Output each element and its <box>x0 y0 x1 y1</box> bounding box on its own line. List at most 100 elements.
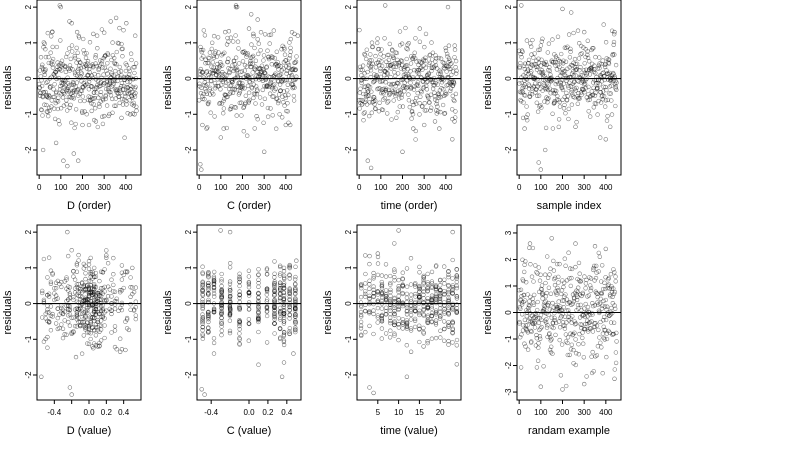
data-point <box>388 273 393 279</box>
data-point <box>556 319 562 324</box>
data-point <box>542 99 547 104</box>
data-point <box>388 82 394 88</box>
data-point <box>83 295 88 300</box>
data-point <box>598 296 603 302</box>
data-point <box>272 297 277 302</box>
data-point <box>560 87 566 93</box>
data-point <box>211 281 217 286</box>
y-axis-title: residuals <box>162 65 174 110</box>
data-point <box>450 93 455 99</box>
data-point <box>91 31 96 37</box>
data-point <box>575 289 580 295</box>
point-cloud <box>37 3 139 169</box>
data-point <box>278 287 283 292</box>
data-point <box>211 53 216 58</box>
data-point <box>544 290 549 296</box>
data-point <box>425 340 430 346</box>
data-point <box>280 115 285 120</box>
data-point <box>383 308 389 314</box>
data-point <box>452 55 457 60</box>
data-point <box>375 254 381 260</box>
data-point <box>358 97 364 103</box>
data-point <box>379 318 385 324</box>
data-point <box>89 108 94 114</box>
data-point <box>396 286 401 291</box>
y-tick-label: -1 <box>24 110 33 118</box>
data-point <box>529 329 534 334</box>
data-point <box>264 306 270 311</box>
data-point <box>286 62 292 68</box>
data-point <box>556 117 562 122</box>
data-point <box>590 80 596 85</box>
data-point <box>109 330 114 335</box>
data-point <box>220 51 226 57</box>
data-point <box>264 304 270 309</box>
data-point <box>570 314 575 319</box>
data-point <box>362 52 368 58</box>
data-point <box>550 351 555 356</box>
data-point <box>206 272 211 277</box>
data-point <box>570 92 575 97</box>
data-point <box>88 255 93 261</box>
data-point <box>557 337 562 343</box>
data-point <box>237 274 242 279</box>
data-point <box>42 102 47 107</box>
data-point <box>272 82 277 87</box>
data-point <box>421 280 426 285</box>
data-point <box>86 341 92 347</box>
data-point <box>131 100 136 106</box>
data-point <box>570 81 575 86</box>
data-point <box>211 65 216 70</box>
data-point <box>417 310 422 316</box>
data-point <box>552 315 557 321</box>
data-point <box>396 63 402 68</box>
data-point <box>106 113 111 119</box>
data-point <box>519 302 525 307</box>
data-point <box>219 101 225 106</box>
data-point <box>423 55 428 60</box>
x-axis-title: time (value) <box>380 425 437 437</box>
data-point <box>287 329 292 334</box>
data-point <box>107 111 112 117</box>
data-point <box>105 71 110 76</box>
x-tick-label: 100 <box>534 183 548 192</box>
data-point <box>580 335 585 341</box>
data-point <box>98 304 104 309</box>
data-point <box>234 68 239 73</box>
data-point <box>388 287 393 292</box>
data-point <box>425 285 430 290</box>
data-point <box>52 82 57 87</box>
data-point <box>200 279 205 284</box>
data-point <box>109 84 114 89</box>
data-point <box>524 115 529 120</box>
data-point <box>381 91 386 96</box>
data-point <box>392 275 397 280</box>
data-point <box>572 56 578 62</box>
data-point <box>589 66 595 72</box>
data-point <box>519 55 524 60</box>
data-point <box>388 320 393 326</box>
y-axis-title: residuals <box>482 290 494 335</box>
data-point <box>255 37 260 42</box>
data-point <box>246 338 251 343</box>
data-point <box>539 283 545 288</box>
data-point <box>584 70 590 76</box>
data-point <box>67 292 73 298</box>
data-point <box>375 40 380 46</box>
data-point <box>518 297 523 302</box>
data-point <box>288 122 293 128</box>
data-point <box>200 315 205 320</box>
data-point <box>281 321 287 326</box>
data-point <box>68 66 73 71</box>
data-point <box>200 318 205 323</box>
data-point <box>545 323 550 328</box>
data-point <box>110 96 115 102</box>
data-point <box>256 298 261 304</box>
data-point <box>408 317 414 322</box>
data-point <box>583 327 588 332</box>
data-point <box>569 102 575 107</box>
x-tick-label: 200 <box>236 183 250 192</box>
data-point <box>248 58 253 64</box>
y-tick-label: 3 <box>504 230 513 235</box>
data-point <box>293 329 298 335</box>
